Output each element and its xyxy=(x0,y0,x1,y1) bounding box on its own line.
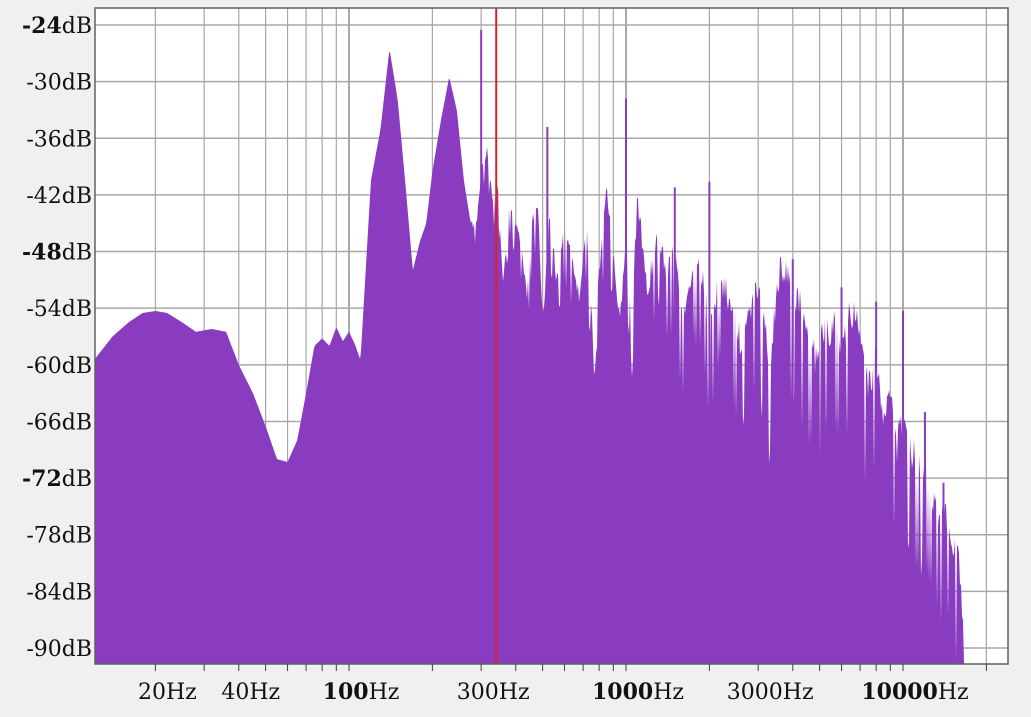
y-axis-tick-label: -48dB xyxy=(22,240,92,266)
spectrum-area xyxy=(95,51,967,664)
y-tick-value: -84 xyxy=(26,580,61,605)
x-tick-value: 3000 xyxy=(727,680,783,705)
y-tick-unit: dB xyxy=(62,354,92,379)
y-axis-tick-label: -72dB xyxy=(22,466,92,492)
y-tick-unit: dB xyxy=(62,71,92,96)
x-tick-unit: Hz xyxy=(369,680,400,705)
x-axis-tick-label: 40Hz xyxy=(221,680,280,705)
x-tick-unit: Hz xyxy=(783,680,814,705)
x-tick-value: 40 xyxy=(221,680,249,705)
y-tick-value: -66 xyxy=(26,410,61,435)
y-tick-unit: dB xyxy=(62,297,92,322)
y-tick-value: -54 xyxy=(26,297,61,322)
x-axis-tick-label: 300Hz xyxy=(457,680,530,705)
x-axis-tick-label: 20Hz xyxy=(138,680,197,705)
x-tick-unit: Hz xyxy=(166,680,197,705)
x-tick-unit: Hz xyxy=(653,680,684,705)
spectrum-series xyxy=(95,29,967,664)
y-tick-unit: dB xyxy=(62,14,92,39)
y-axis-labels: -24dB-30dB-36dB-42dB-48dB-54dB-60dB-66dB… xyxy=(22,13,92,662)
x-axis-ticks xyxy=(154,664,987,671)
x-axis-tick-label: 3000Hz xyxy=(727,680,814,705)
y-tick-unit: dB xyxy=(62,184,92,209)
y-axis-tick-label: -60dB xyxy=(26,354,92,379)
y-axis-tick-label: -84dB xyxy=(26,580,92,605)
y-axis-tick-label: -36dB xyxy=(26,127,92,152)
y-axis-tick-label: -54dB xyxy=(26,297,92,322)
y-tick-value: -42 xyxy=(26,184,61,209)
y-axis-tick-label: -78dB xyxy=(26,524,92,549)
x-axis-tick-label: 100Hz xyxy=(323,679,400,705)
y-axis-tick-label: -30dB xyxy=(26,71,92,96)
x-tick-unit: Hz xyxy=(249,680,280,705)
x-axis-labels: 20Hz 40Hz 100Hz 300Hz 1000Hz 3000Hz 10000Hz xyxy=(138,679,969,705)
x-axis-tick-label: 10000Hz xyxy=(861,679,968,705)
y-tick-unit: dB xyxy=(62,524,92,549)
y-tick-unit: dB xyxy=(62,637,92,662)
y-tick-value: -30 xyxy=(26,71,61,96)
plot-border xyxy=(94,7,1009,665)
y-tick-value: -36 xyxy=(26,127,61,152)
y-axis-tick-label: -66dB xyxy=(26,410,92,435)
y-axis-tick-label: -90dB xyxy=(26,637,92,662)
y-tick-unit: dB xyxy=(62,241,92,266)
y-tick-value: -90 xyxy=(26,637,61,662)
x-tick-value: 1000 xyxy=(592,679,653,705)
x-tick-value: 300 xyxy=(457,680,499,705)
y-tick-unit: dB xyxy=(62,410,92,435)
y-tick-value: -48 xyxy=(22,240,62,266)
y-tick-value: -60 xyxy=(26,354,61,379)
y-axis-tick-label: -42dB xyxy=(26,184,92,209)
x-axis-tick-label: 1000Hz xyxy=(592,679,684,705)
y-tick-value: -78 xyxy=(26,524,61,549)
x-tick-value: 100 xyxy=(323,679,369,705)
y-tick-value: -72 xyxy=(22,466,62,492)
x-tick-value: 20 xyxy=(138,680,166,705)
x-tick-unit: Hz xyxy=(499,680,530,705)
y-tick-unit: dB xyxy=(62,467,92,492)
y-axis-tick-label: -24dB xyxy=(22,13,92,39)
y-tick-unit: dB xyxy=(62,127,92,152)
y-tick-value: -24 xyxy=(22,13,62,39)
x-tick-unit: Hz xyxy=(938,680,969,705)
x-tick-value: 10000 xyxy=(861,679,938,705)
y-tick-unit: dB xyxy=(62,580,92,605)
